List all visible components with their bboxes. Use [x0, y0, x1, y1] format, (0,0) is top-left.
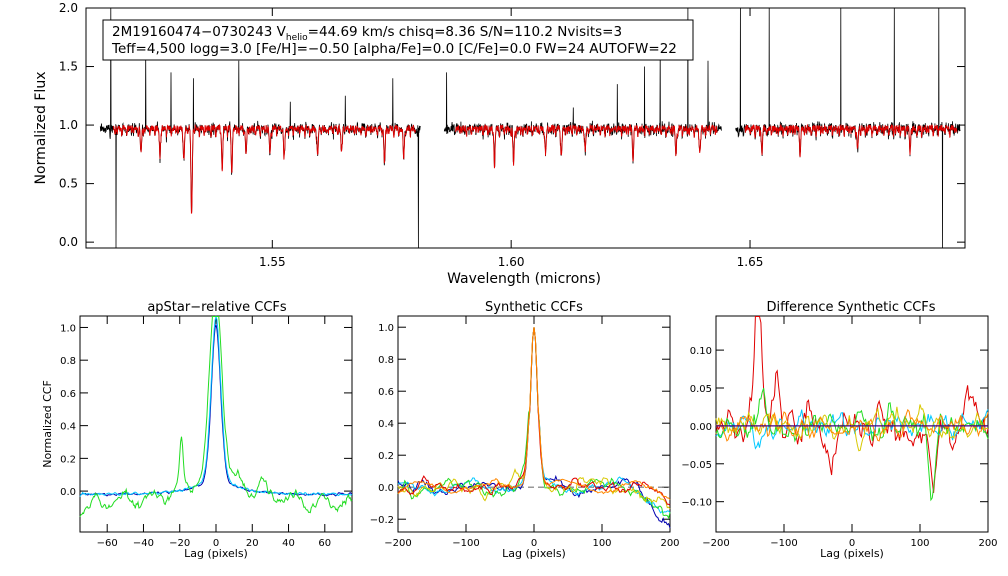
apstar-ccf-frame [79, 315, 353, 533]
synthetic-ccf-title: Synthetic CCFs [485, 300, 583, 315]
model-spectrum-chip-3 [744, 123, 958, 158]
synthetic-ccf-xtick-label: 200 [660, 538, 679, 549]
difference-ccf-ytick-label: 0.10 [690, 346, 712, 357]
difference-ccf-lines [715, 316, 989, 502]
difference-ccf-series-model [715, 408, 989, 442]
difference-ccf-ytick-label: −0.05 [681, 460, 712, 471]
spectrum-ytick-label: 2.0 [59, 1, 78, 15]
synthetic-ccf-xtick-label: 100 [592, 538, 611, 549]
difference-ccf-axes: −200 −100 0 100 200 −0.10 −0.05 0.00 0.05 0.10 [681, 316, 998, 549]
apstar-ccf-series-visit-1 [79, 324, 353, 497]
difference-ccf-series-visit-3 [715, 387, 989, 502]
apstar-ccf-ytick-label: 0.0 [60, 487, 76, 498]
apstar-ccf-ytick-label: 0.8 [60, 356, 76, 367]
spectrum-ylabel: Normalized Flux [33, 72, 49, 185]
apstar-ccf-ytick-label: 0.2 [60, 454, 76, 465]
apstar-ccf-xlabel: Lag (pixels) [184, 547, 248, 560]
spectrum-xtick-label: 1.55 [259, 255, 286, 269]
synthetic-ccf-series-combined [397, 327, 671, 506]
synthetic-ccf-panel: Synthetic CCFs −200 −100 0 100 200 −0.2 0.0 0.2… [370, 300, 680, 560]
spectrum-panel: 1.55 1.60 1.65 0.0 0.5 1.0 1.5 2.0 2M19160474−0… [33, 1, 966, 287]
synthetic-ccf-series-model [397, 327, 671, 500]
synthetic-ccf-ytick-label: 0.2 [378, 451, 394, 462]
model-spectrum-chip-1 [112, 123, 416, 214]
spectrum-xlabel: Wavelength (microns) [447, 271, 601, 287]
apstar-ccf-ytick-label: 0.6 [60, 389, 76, 400]
difference-ccf-xtick-label: 100 [910, 538, 929, 549]
apstar-ccf-ylabel: Normalized CCF [41, 380, 54, 468]
apstar-ccf-series-visit-3 [79, 316, 353, 518]
model-spectrum-chip-2 [455, 123, 718, 169]
difference-ccf-ytick-label: 0.05 [690, 384, 712, 395]
apstar-ccf-panel: apStar−relative CCFs −60 −40 −20 0 20 40 60 0.0… [41, 300, 353, 560]
apstar-ccf-axes: −60 −40 −20 0 20 40 60 0.0 0.2 0.4 0.6 0.8 1.0 [60, 316, 352, 549]
spectrum-axes: 1.55 1.60 1.65 0.0 0.5 1.0 1.5 2.0 [59, 1, 965, 269]
synthetic-ccf-xtick-label: 0 [531, 538, 537, 549]
synthetic-ccf-xtick-label: −200 [384, 538, 411, 549]
annotation-helio: helio [286, 33, 308, 43]
difference-ccf-xlabel: Lag (pixels) [820, 547, 884, 560]
difference-ccf-series-visit-4 [715, 404, 989, 452]
apstar-ccf-series-visit-2 [79, 314, 353, 497]
synthetic-ccf-ytick-label: 0.4 [378, 419, 394, 430]
synthetic-ccf-axes: −200 −100 0 100 200 −0.2 0.0 0.2 0.4 0.6 0.8 1.0 [370, 316, 680, 549]
apstar-ccf-lines [79, 314, 353, 518]
difference-ccf-ytick-label: 0.00 [690, 422, 712, 433]
synthetic-ccf-ytick-label: 0.8 [378, 355, 394, 366]
synthetic-ccf-ytick-label: 0.0 [378, 483, 394, 494]
spectrum-xtick-label: 1.60 [498, 255, 525, 269]
spectrum-frame [85, 7, 966, 249]
synthetic-ccf-frame [397, 315, 671, 533]
difference-ccf-series-visit-1 [715, 316, 989, 493]
apstar-ccf-title: apStar−relative CCFs [147, 300, 287, 315]
apstar-ccf-ytick-label: 1.0 [60, 323, 76, 334]
annotation-line-1: 2M19160474−0730243 Vhelio=44.69 km/s chi… [112, 24, 622, 43]
difference-ccf-ytick-label: −0.10 [681, 498, 712, 509]
apstar-ccf-xtick-label: −40 [133, 538, 154, 549]
apstar-ccf-ytick-label: 0.4 [60, 422, 76, 433]
difference-ccf-xtick-label: 200 [978, 538, 997, 549]
synthetic-ccf-ytick-label: 1.0 [378, 323, 394, 334]
apstar-ccf-xtick-label: 40 [282, 538, 295, 549]
annotation-line-2: Teff=4,500 logg=3.0 [Fe/H]=−0.50 [alpha/… [111, 41, 677, 57]
synthetic-ccf-ytick-label: −0.2 [370, 515, 394, 526]
apstar-ccf-xtick-label: 60 [318, 538, 331, 549]
synthetic-ccf-series-visit-1 [397, 327, 671, 529]
spectrum-ytick-label: 0.5 [59, 177, 78, 191]
spectrum-xtick-label: 1.65 [737, 255, 764, 269]
difference-ccf-title: Difference Synthetic CCFs [766, 300, 935, 315]
synthetic-ccf-xtick-label: −100 [452, 538, 479, 549]
annotation-line-1b: =44.69 km/s chisq=8.36 S/N=110.2 Nvisits… [308, 24, 622, 40]
apstar-ccf-xtick-label: −20 [169, 538, 190, 549]
spectrum-ytick-label: 1.5 [59, 60, 78, 74]
difference-ccf-xtick-label: 0 [849, 538, 855, 549]
spectrum-ytick-label: 0.0 [59, 235, 78, 249]
spectrum-lines [99, 8, 961, 248]
apstar-ccf-xtick-label: 0 [213, 538, 219, 549]
synthetic-ccf-lines [397, 327, 671, 529]
annotation-box [102, 19, 694, 61]
difference-ccf-xtick-label: −100 [770, 538, 797, 549]
difference-ccf-xtick-label: −200 [702, 538, 729, 549]
synthetic-ccf-ytick-label: 0.6 [378, 387, 394, 398]
synthetic-ccf-series-visit-2 [397, 327, 671, 514]
difference-ccf-panel: Difference Synthetic CCFs −200 −100 0 100 20… [681, 300, 997, 560]
apstar-ccf-xtick-label: 20 [246, 538, 259, 549]
spectrum-ytick-label: 1.0 [59, 118, 78, 132]
apstar-ccf-xtick-label: −60 [97, 538, 118, 549]
synthetic-ccf-xlabel: Lag (pixels) [502, 547, 566, 560]
